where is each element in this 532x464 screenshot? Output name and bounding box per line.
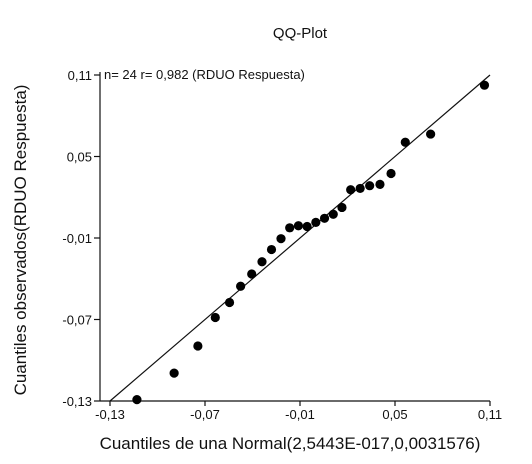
x-axis-label: Cuantiles de una Normal(2,5443E-017,0,00… xyxy=(100,434,481,453)
y-axis-label: Cuantiles observados(RDUO Respuesta) xyxy=(11,85,30,396)
data-point xyxy=(266,244,277,255)
x-tick-label: -0,07 xyxy=(190,407,220,422)
data-point xyxy=(346,185,356,195)
y-tick-label: -0,07 xyxy=(62,313,92,328)
data-point xyxy=(355,183,365,194)
data-point xyxy=(169,368,179,378)
data-point xyxy=(247,269,257,279)
x-tick-label: -0,13 xyxy=(95,407,125,422)
data-point xyxy=(311,217,321,227)
chart-title: QQ-Plot xyxy=(273,25,328,42)
data-point xyxy=(375,179,385,189)
data-point xyxy=(365,181,375,191)
x-tick-label: 0,11 xyxy=(478,407,502,422)
y-ticks: -0,13 -0,07 -0,01 0,05 0,11 xyxy=(62,68,100,409)
x-ticks: -0,13 -0,07 -0,01 0,05 0,11 xyxy=(95,401,502,422)
y-tick-label: 0,11 xyxy=(68,68,92,83)
plot-area: -0,13 -0,07 -0,01 0,05 0,11 -0,13 -0,07 -0,01 0… xyxy=(62,68,502,422)
data-point xyxy=(132,395,142,405)
x-tick-label: -0,01 xyxy=(285,407,315,422)
data-point xyxy=(257,257,267,267)
y-tick-label: -0,13 xyxy=(62,394,92,409)
x-tick-label: 0,05 xyxy=(382,407,407,422)
data-point xyxy=(302,221,312,232)
chart-annotation: n= 24 r= 0,982 (RDUO Respuesta) xyxy=(104,67,305,82)
data-point xyxy=(285,223,295,233)
data-point xyxy=(426,129,436,139)
data-point xyxy=(400,137,410,147)
data-point xyxy=(386,168,396,179)
data-points xyxy=(132,80,490,405)
data-point xyxy=(276,234,286,244)
y-tick-label: 0,05 xyxy=(67,150,92,165)
data-point xyxy=(319,213,330,223)
data-point xyxy=(293,221,304,231)
data-point xyxy=(337,202,347,213)
data-point xyxy=(236,281,246,291)
data-point xyxy=(224,297,235,308)
reference-line xyxy=(109,74,491,402)
data-point xyxy=(479,80,490,90)
data-point xyxy=(328,209,338,219)
data-point xyxy=(210,312,220,323)
data-point xyxy=(193,341,203,351)
y-tick-label: -0,01 xyxy=(62,231,92,246)
